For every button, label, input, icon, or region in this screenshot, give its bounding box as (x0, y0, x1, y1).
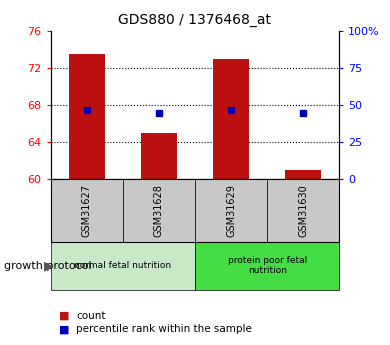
Text: count: count (76, 311, 106, 321)
Text: GSM31628: GSM31628 (154, 184, 164, 237)
Text: percentile rank within the sample: percentile rank within the sample (76, 325, 252, 334)
Text: growth protocol: growth protocol (4, 261, 92, 270)
Text: ▶: ▶ (44, 259, 53, 272)
Text: GSM31629: GSM31629 (226, 184, 236, 237)
Text: protein poor fetal
nutrition: protein poor fetal nutrition (227, 256, 307, 275)
Text: GSM31627: GSM31627 (82, 184, 92, 237)
Bar (285, 170, 321, 179)
Text: GSM31630: GSM31630 (298, 184, 308, 237)
Text: normal fetal nutrition: normal fetal nutrition (74, 261, 172, 270)
Text: ■: ■ (58, 311, 69, 321)
Title: GDS880 / 1376468_at: GDS880 / 1376468_at (119, 13, 271, 27)
Bar (213, 59, 249, 179)
Text: ■: ■ (58, 325, 69, 334)
Bar (69, 54, 105, 179)
Bar (141, 133, 177, 179)
